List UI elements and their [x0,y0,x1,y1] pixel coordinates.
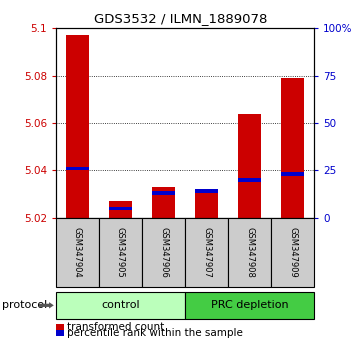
Bar [66,167,89,170]
Text: GDS3532 / ILMN_1889078: GDS3532 / ILMN_1889078 [94,12,267,25]
Text: PRC depletion: PRC depletion [211,300,288,310]
Text: protocol: protocol [2,300,47,310]
Text: GSM347906: GSM347906 [159,227,168,278]
Bar [66,35,89,218]
Text: GSM347909: GSM347909 [288,227,297,278]
Bar [152,192,175,195]
Text: percentile rank within the sample: percentile rank within the sample [67,328,243,338]
Bar [238,178,261,182]
Text: GSM347908: GSM347908 [245,227,254,278]
Bar [109,201,132,218]
Text: GSM347904: GSM347904 [73,227,82,278]
Bar [238,114,261,218]
Bar [195,189,218,218]
Text: GSM347905: GSM347905 [116,227,125,278]
Text: control: control [101,300,140,310]
Text: GSM347907: GSM347907 [202,227,211,278]
Bar [109,206,132,210]
Bar [281,78,304,218]
Bar [281,172,304,176]
Bar [195,189,218,193]
Bar [152,187,175,218]
Text: transformed count: transformed count [67,322,164,332]
